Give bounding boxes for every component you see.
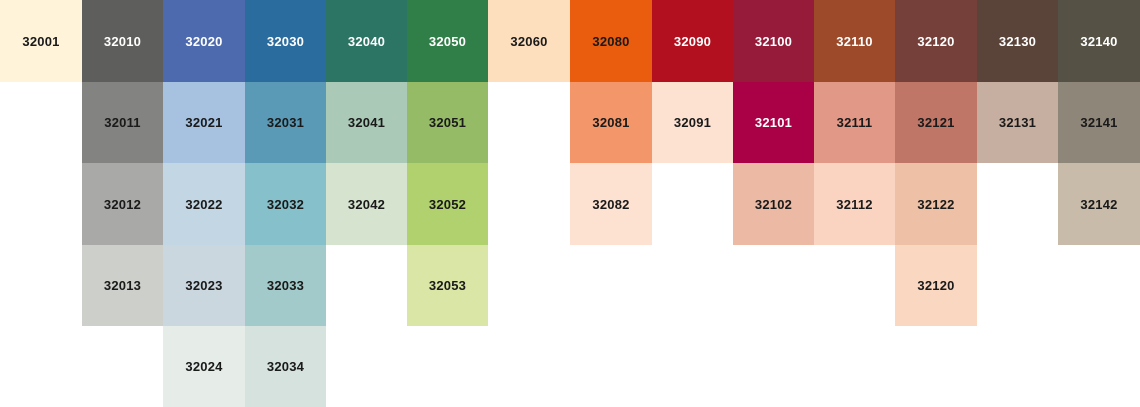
color-swatch: 32140 (1058, 0, 1140, 82)
color-swatch: 32013 (82, 245, 163, 326)
color-swatch: 32030 (245, 0, 326, 82)
color-swatch: 32010 (82, 0, 163, 82)
color-swatch: 32090 (652, 0, 733, 82)
color-swatch: 32091 (652, 82, 733, 163)
color-swatch: 32020 (163, 0, 245, 82)
color-swatch: 32080 (570, 0, 652, 82)
color-swatch: 32042 (326, 163, 407, 245)
color-swatch: 32102 (733, 163, 814, 245)
color-swatch: 32110 (814, 0, 895, 82)
color-swatch: 32120 (895, 0, 977, 82)
color-swatch: 32111 (814, 82, 895, 163)
color-swatch: 32052 (407, 163, 488, 245)
color-swatch: 32101 (733, 82, 814, 163)
color-swatch: 32021 (163, 82, 245, 163)
color-swatch: 32051 (407, 82, 488, 163)
color-swatch: 32121 (895, 82, 977, 163)
color-swatch: 32032 (245, 163, 326, 245)
color-swatch: 32040 (326, 0, 407, 82)
color-swatch: 32131 (977, 82, 1058, 163)
color-swatch: 32012 (82, 163, 163, 245)
color-swatch: 32023 (163, 245, 245, 326)
color-swatch: 32053 (407, 245, 488, 326)
color-swatch: 32050 (407, 0, 488, 82)
color-swatch: 32041 (326, 82, 407, 163)
color-swatch: 32022 (163, 163, 245, 245)
color-swatch: 32141 (1058, 82, 1140, 163)
color-swatch: 32100 (733, 0, 814, 82)
color-swatch: 32082 (570, 163, 652, 245)
color-swatch: 32120 (895, 245, 977, 326)
color-swatch: 32142 (1058, 163, 1140, 245)
color-swatch: 32011 (82, 82, 163, 163)
color-swatch: 32130 (977, 0, 1058, 82)
color-swatch: 32024 (163, 326, 245, 407)
color-swatch: 32001 (0, 0, 82, 82)
color-swatch: 32081 (570, 82, 652, 163)
color-swatch: 32060 (488, 0, 570, 82)
color-swatch: 32031 (245, 82, 326, 163)
color-swatch: 32122 (895, 163, 977, 245)
color-swatch: 32033 (245, 245, 326, 326)
color-swatch: 32112 (814, 163, 895, 245)
color-swatch: 32034 (245, 326, 326, 407)
